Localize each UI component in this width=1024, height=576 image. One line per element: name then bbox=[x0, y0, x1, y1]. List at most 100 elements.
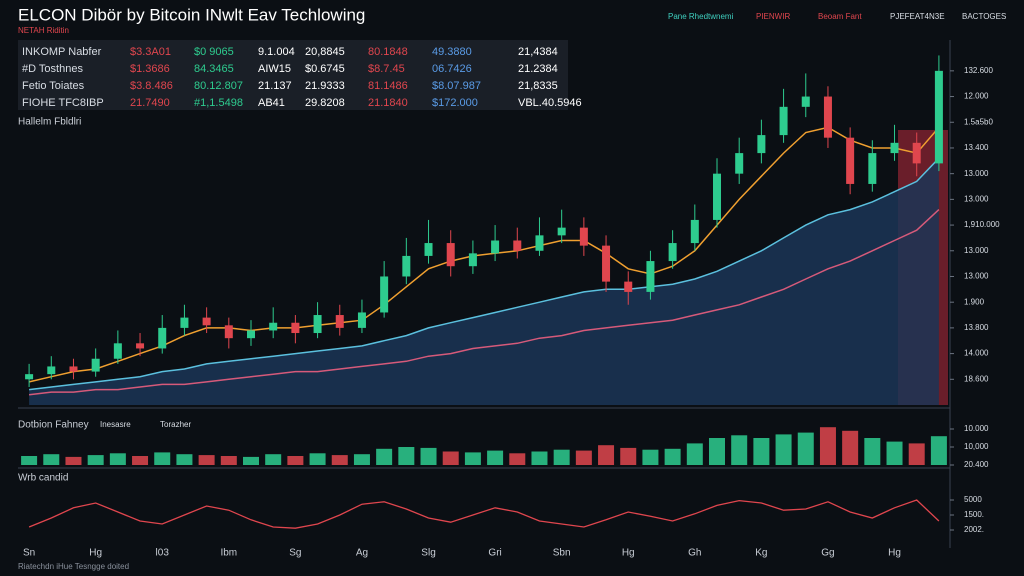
x-tick-label: Slg bbox=[421, 548, 435, 559]
table-cell: Fetio Toiates bbox=[22, 80, 85, 92]
page-title: ELCON Dibör by Bitcoin INwlt Eav Techlow… bbox=[18, 5, 365, 24]
volume-bar bbox=[420, 447, 437, 465]
oscillator-line bbox=[28, 499, 940, 529]
y-tick-label: 10.000 bbox=[964, 424, 989, 433]
x-tick-label: Hg bbox=[622, 548, 635, 559]
volume-bar bbox=[864, 438, 881, 465]
volume-bar bbox=[709, 438, 725, 465]
table-cell: 06.7426 bbox=[432, 63, 472, 75]
volume-bar bbox=[930, 436, 947, 465]
table-cell: 80.12.807 bbox=[194, 80, 243, 92]
table-cell: $8.7.45 bbox=[368, 63, 405, 75]
candle-body bbox=[136, 343, 145, 349]
candle-body bbox=[668, 243, 677, 262]
volume-bar bbox=[509, 453, 526, 465]
ma-line bbox=[28, 126, 940, 383]
table-cell: INKOMP Nabfer bbox=[22, 46, 102, 58]
y-tick-label: 13.000 bbox=[964, 169, 989, 178]
table-cell: #1,1.5498 bbox=[194, 97, 243, 109]
volume-bar bbox=[464, 452, 481, 465]
table-cell: 20,8845 bbox=[305, 46, 345, 58]
y-tick-label: 10,000 bbox=[964, 442, 989, 451]
volume-bar bbox=[598, 445, 615, 465]
table-cell: $3.8.486 bbox=[130, 80, 173, 92]
y-tick-label: 132.600 bbox=[964, 66, 993, 75]
volume-bar bbox=[176, 454, 193, 465]
table-cell: FIOHE TFC8IBP bbox=[22, 97, 104, 109]
x-tick-label: Gh bbox=[688, 548, 701, 559]
candle-body bbox=[269, 322, 278, 331]
candle-body bbox=[69, 366, 78, 372]
table-cell: 9.1.004 bbox=[258, 46, 295, 58]
table-cell: 80.1848 bbox=[368, 46, 408, 58]
candle-body bbox=[424, 243, 433, 256]
table-cell: $0.6745 bbox=[305, 63, 345, 75]
subtitle: NETAH Riditin bbox=[18, 26, 69, 35]
volume-bar bbox=[243, 456, 259, 465]
x-tick-label: Sn bbox=[23, 548, 35, 559]
candle-body bbox=[47, 366, 56, 375]
candle-body bbox=[113, 343, 122, 359]
candle-body bbox=[313, 315, 322, 334]
candle-body bbox=[912, 142, 921, 164]
header-item: Beoam Fant bbox=[818, 12, 862, 21]
header-item: PIENWIR bbox=[756, 12, 790, 21]
candle-body bbox=[180, 317, 189, 328]
y-tick-label: 20.400 bbox=[964, 460, 989, 469]
volume-bar bbox=[331, 455, 348, 465]
candle-body bbox=[402, 255, 411, 277]
y-tick-label: 13.400 bbox=[964, 143, 989, 152]
table-cell: 21,4384 bbox=[518, 46, 558, 58]
volume-bar bbox=[21, 456, 38, 465]
candle-body bbox=[690, 219, 699, 244]
volume-bar bbox=[398, 447, 415, 465]
volume-bar bbox=[43, 454, 60, 465]
volume-bar bbox=[154, 452, 171, 465]
y-tick-label: 1500. bbox=[964, 510, 984, 519]
table-cell: $0 9065 bbox=[194, 46, 234, 58]
panel-title: Dotbion Fahney bbox=[18, 420, 89, 431]
volume-bar bbox=[664, 448, 681, 465]
volume-bar bbox=[442, 451, 459, 465]
candle-body bbox=[735, 153, 744, 174]
y-tick-label: 1,910.000 bbox=[964, 220, 1000, 229]
candle-body bbox=[868, 153, 877, 184]
volume-bar bbox=[886, 441, 903, 465]
candle-body bbox=[202, 317, 211, 326]
candle-body bbox=[91, 358, 100, 372]
y-tick-label: 5000 bbox=[964, 495, 982, 504]
candle-body bbox=[890, 142, 899, 154]
candle-body bbox=[624, 281, 633, 292]
panel-title: Wrb candid bbox=[18, 473, 68, 484]
x-tick-label: Ibm bbox=[220, 548, 237, 559]
y-tick-label: 18.600 bbox=[964, 374, 989, 383]
table-cell: 21.7490 bbox=[130, 97, 170, 109]
y-tick-label: 2002. bbox=[964, 525, 984, 534]
candle-body bbox=[158, 327, 167, 349]
y-tick-label: 1.900 bbox=[964, 297, 985, 306]
candle-body bbox=[579, 227, 588, 246]
candle-body bbox=[25, 374, 34, 380]
volume-bar bbox=[686, 443, 703, 465]
header-item: PJEFEAT4N3E bbox=[890, 12, 945, 21]
volume-bar bbox=[731, 435, 748, 465]
header-item: Pane Rhedtwnemi bbox=[668, 12, 734, 21]
candle-body bbox=[224, 325, 233, 339]
table-cell: VBL.40.5946 bbox=[518, 97, 582, 109]
info-panel bbox=[18, 40, 568, 110]
candle-body bbox=[535, 235, 544, 251]
volume-bar bbox=[220, 456, 237, 465]
table-cell: 21.1840 bbox=[368, 97, 408, 109]
table-cell: 21.2384 bbox=[518, 63, 558, 75]
volume-bar bbox=[287, 456, 304, 465]
candle-body bbox=[380, 276, 389, 313]
x-tick-label: Hg bbox=[888, 548, 901, 559]
x-tick-label: Sg bbox=[289, 548, 301, 559]
table-cell: #D Tosthnes bbox=[22, 63, 83, 75]
x-tick-label: l03 bbox=[156, 548, 170, 559]
candle-body bbox=[757, 135, 766, 154]
candle-body bbox=[357, 312, 366, 328]
ma-line bbox=[29, 157, 940, 391]
table-cell: AB41 bbox=[258, 97, 285, 109]
